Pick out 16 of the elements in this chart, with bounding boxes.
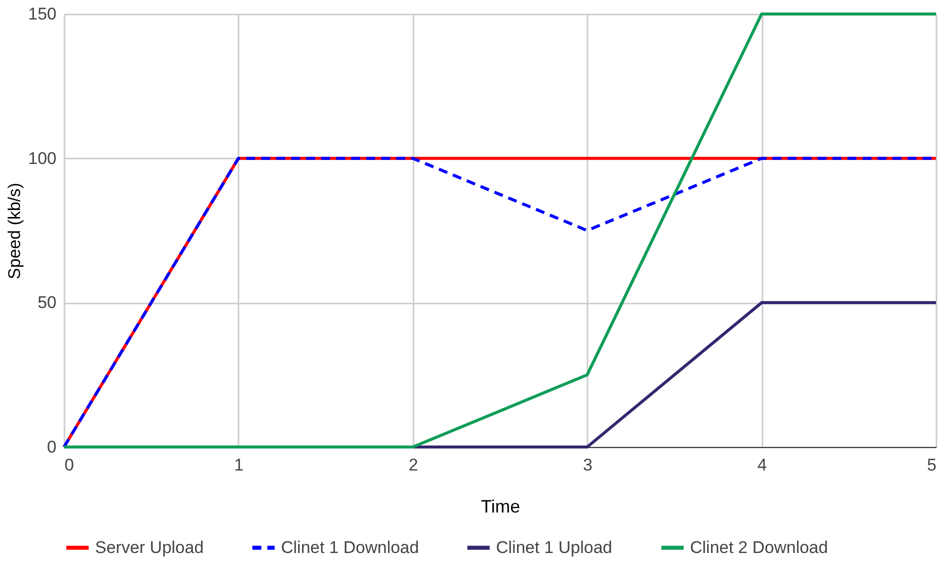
y-tick-label: 100 <box>28 148 56 168</box>
x-tick-label: 1 <box>234 456 244 474</box>
legend-label: Server Upload <box>95 538 204 557</box>
legend-label: Clinet 1 Download <box>281 538 419 557</box>
x-axis-title: Time <box>480 496 520 516</box>
x-tick-label: 2 <box>408 456 418 474</box>
legend-label: Clinet 1 Upload <box>496 538 612 557</box>
y-tick-label: 0 <box>47 438 56 456</box>
y-tick-label: 150 <box>28 4 56 24</box>
x-tick-label: 4 <box>757 456 767 474</box>
y-tick-label: 50 <box>38 293 56 312</box>
x-tick-label: 5 <box>927 456 936 474</box>
x-tick-label: 3 <box>582 456 592 474</box>
x-tick-label: 0 <box>64 456 74 474</box>
legend-label: Clinet 2 Download <box>690 538 828 557</box>
y-axis-title: Speed (kb/s) <box>5 182 24 280</box>
